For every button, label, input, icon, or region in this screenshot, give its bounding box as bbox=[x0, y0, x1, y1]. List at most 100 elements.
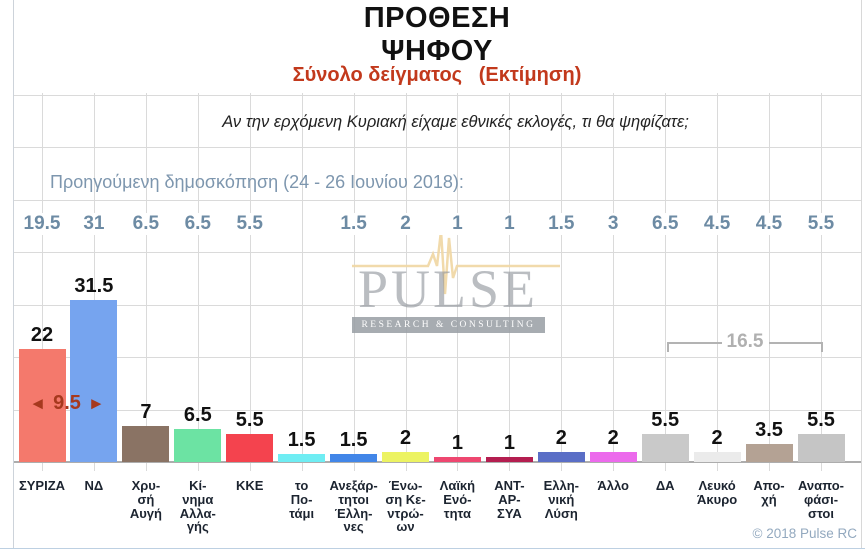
bracket-right-tick bbox=[821, 342, 824, 352]
bar-value-label: 1 bbox=[503, 432, 515, 454]
category-label-line: ση Κε- bbox=[385, 491, 426, 507]
bar-15 bbox=[745, 444, 793, 462]
category-label-line: τητα bbox=[443, 505, 471, 521]
category-label-line: Πο- bbox=[290, 491, 313, 507]
category-label: Απο-χή bbox=[738, 479, 800, 507]
gridline-vertical bbox=[405, 93, 407, 471]
bar-value-label: 22 bbox=[30, 324, 54, 346]
category-label-line: το bbox=[294, 478, 309, 493]
category-label: ΔΑ bbox=[634, 479, 696, 493]
bracket-right-segment bbox=[768, 342, 822, 344]
category-label-line: Αναπο- bbox=[798, 478, 844, 493]
bar-value-label: 2 bbox=[399, 427, 412, 449]
category-label-line: νική bbox=[548, 491, 575, 507]
pulse-waveform-icon bbox=[352, 230, 560, 295]
x-axis-baseline bbox=[13, 461, 861, 463]
gridline-horizontal bbox=[13, 252, 861, 254]
category-label-line: Απο- bbox=[753, 478, 785, 493]
category-label: Αναπο-φάσι-στοι bbox=[790, 479, 852, 520]
bar-16 bbox=[797, 434, 845, 462]
gridline-vertical bbox=[301, 93, 303, 471]
watermark-logo-text: PULSE bbox=[357, 259, 539, 319]
bar-value-label: 5.5 bbox=[807, 409, 835, 431]
left-arrow-icon: ◄ bbox=[29, 393, 47, 413]
category-label-line: Κί- bbox=[189, 478, 207, 493]
category-label-line: ΝΔ bbox=[84, 478, 104, 493]
survey-question: Αν την ερχόμενη Κυριακή είχαμε εθνικές ε… bbox=[222, 113, 689, 131]
bar-value-label: 5.5 bbox=[651, 409, 680, 431]
category-label-line: ΔΑ bbox=[655, 478, 675, 493]
prev-poll-value: 5.5 bbox=[223, 213, 276, 235]
right-arrow-icon: ► bbox=[87, 393, 105, 413]
category-label-line: Έλλη- bbox=[334, 505, 373, 521]
category-label-line: Ενό- bbox=[443, 491, 472, 507]
bar-9 bbox=[433, 457, 481, 462]
gridline-horizontal bbox=[13, 304, 861, 306]
category-label: Ένω-ση Κε-ντρώ-ων bbox=[375, 479, 437, 534]
bar-14 bbox=[693, 452, 741, 462]
bar-value-label: 2 bbox=[555, 427, 567, 449]
category-label: Άλλο bbox=[582, 479, 644, 493]
category-label-line: Ανεξάρ- bbox=[329, 478, 378, 493]
category-label: ΚΚΕ bbox=[219, 479, 281, 493]
category-label-line: ΑΝΤ- bbox=[494, 478, 525, 493]
category-label-line: Ελλη- bbox=[543, 478, 579, 493]
category-label-line: ΚΚΕ bbox=[235, 478, 264, 493]
lead-gap-annotation: ◄ 9.5 ► bbox=[20, 392, 114, 415]
gridline-vertical bbox=[353, 93, 355, 471]
watermark-tagline: RESEARCH & CONSULTING bbox=[352, 317, 545, 333]
prev-poll-value: 6.5 bbox=[171, 213, 224, 235]
category-label-line: φάσι- bbox=[803, 491, 839, 507]
bar-value-label: 31.5 bbox=[74, 275, 114, 297]
prev-poll-value: 2 bbox=[379, 213, 432, 235]
bar-1 bbox=[18, 349, 66, 462]
chart-subtitle: Σύνολο δείγματος (Εκτίμηση) bbox=[292, 64, 582, 86]
prev-poll-value: 6.5 bbox=[639, 213, 692, 235]
category-label: Ανεξάρ-τητοι Έλλη-νες bbox=[323, 479, 385, 534]
bar-2 bbox=[70, 300, 118, 462]
category-label-line: ΣΥΑ bbox=[497, 505, 522, 521]
category-label: ΝΔ bbox=[63, 479, 125, 493]
bar-10 bbox=[485, 457, 533, 462]
bar-value-label: 1.5 bbox=[339, 429, 368, 451]
bar-value-label: 1.5 bbox=[287, 429, 316, 451]
bar-value-label: 7 bbox=[140, 401, 152, 423]
gridline-horizontal bbox=[13, 357, 861, 359]
bar-11 bbox=[537, 452, 585, 462]
category-label: Ελλη-νική Λύση bbox=[530, 479, 592, 520]
title-line-2: ΨΗΦΟΥ bbox=[381, 35, 493, 67]
category-label-line: ΑΡ- bbox=[498, 491, 521, 507]
bar-12 bbox=[589, 452, 637, 462]
category-label-line: σή bbox=[137, 491, 155, 507]
bracket-left-segment bbox=[669, 342, 722, 344]
bar-13 bbox=[641, 434, 689, 462]
title-line-1: ΠΡΟΘΕΣΗ bbox=[363, 2, 511, 34]
category-label-line: νημα bbox=[182, 491, 214, 507]
category-label-line: χή bbox=[761, 491, 777, 507]
category-label-line: Ένω- bbox=[388, 478, 423, 493]
prev-poll-value: 1.5 bbox=[535, 213, 588, 235]
prev-poll-value: 31 bbox=[67, 213, 120, 235]
lead-gap-value: 9.5 bbox=[53, 392, 81, 414]
category-label-line: ντρώ- bbox=[387, 505, 424, 521]
prev-poll-value: 1 bbox=[483, 213, 536, 235]
category-label-line: ων bbox=[396, 519, 415, 535]
category-label-line: στοι bbox=[808, 505, 834, 521]
category-label-line: Λαϊκή bbox=[439, 478, 476, 493]
category-label-line: νες bbox=[343, 519, 364, 535]
gridline-vertical bbox=[145, 93, 147, 471]
gridline-vertical bbox=[197, 93, 199, 471]
prev-poll-value: 4.5 bbox=[743, 213, 795, 235]
gridline-vertical bbox=[821, 93, 822, 471]
gridline-vertical bbox=[93, 93, 95, 471]
category-label-line: τάμι bbox=[289, 505, 315, 521]
category-label-line: Λύση bbox=[544, 505, 578, 521]
category-label-line: γής bbox=[186, 519, 209, 535]
prev-poll-value: 5.5 bbox=[795, 213, 847, 235]
bar-value-label: 1 bbox=[451, 432, 463, 454]
gridline-vertical bbox=[769, 93, 770, 471]
prev-poll-value: 4.5 bbox=[691, 213, 744, 235]
bar-8 bbox=[382, 452, 429, 462]
bar-value-label: 2 bbox=[711, 427, 723, 449]
